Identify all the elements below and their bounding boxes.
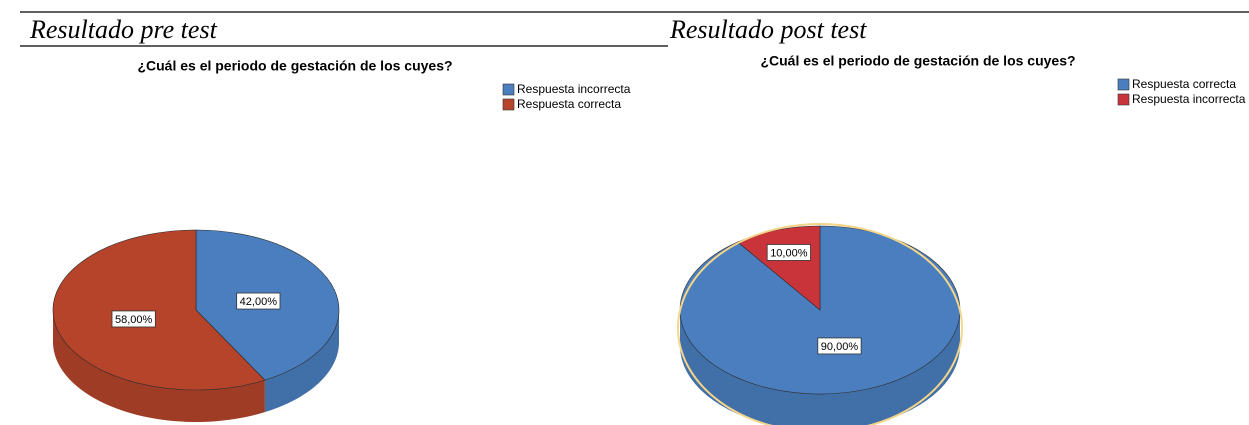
pie-side: [264, 310, 339, 413]
data-label: 10,00%: [770, 247, 808, 259]
caption: Resultado post test: [669, 15, 867, 44]
legend-swatch: [1117, 78, 1130, 91]
legend-swatch: [502, 83, 515, 96]
legend-swatch: [502, 98, 515, 111]
legend-label: Respuesta correcta: [1132, 77, 1236, 91]
data-label-box: [766, 244, 811, 261]
pie-side: [53, 310, 265, 422]
legend-label: Respuesta correcta: [517, 97, 621, 111]
chart-title: ¿Cuál es el periodo de gestación de los …: [760, 53, 1075, 69]
pie-side: [680, 310, 960, 425]
legend-swatch: [1117, 93, 1130, 106]
data-label-box: [111, 310, 156, 328]
legend-label: Respuesta incorrecta: [1132, 92, 1246, 106]
data-label-box: [236, 292, 281, 310]
data-label: 42,00%: [240, 296, 278, 308]
data-label: 90,00%: [821, 341, 859, 353]
pie-slice: [52, 229, 266, 391]
legend-label: Respuesta incorrecta: [517, 82, 631, 96]
data-label-box: [817, 337, 862, 355]
caption: Resultado pre test: [29, 15, 218, 44]
data-label: 58,00%: [115, 314, 153, 326]
pie-outline: [677, 223, 963, 425]
chart-title: ¿Cuál es el periodo de gestación de los …: [137, 58, 452, 74]
